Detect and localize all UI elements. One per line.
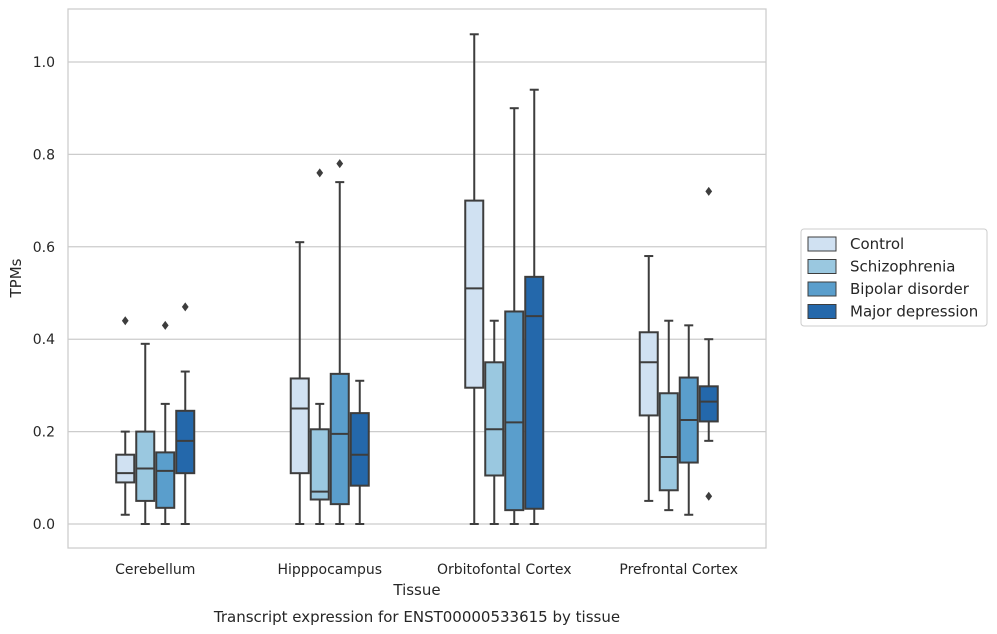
y-tick-label: 0.0 <box>33 517 55 533</box>
legend: Control Schizophrenia Bipolar disorder Majo… <box>800 228 988 327</box>
legend-frame <box>800 228 988 327</box>
box-body <box>155 451 176 509</box>
box-control <box>115 316 136 516</box>
box-major-depression <box>175 302 196 525</box>
legend-label: Bipolar disorder <box>850 280 970 298</box>
box-major-depression <box>349 379 370 525</box>
x-tick-label: Prefrontal Cortex <box>619 562 738 578</box>
box-schizophrenia <box>658 319 679 512</box>
outlier-point <box>181 302 189 312</box>
x-tick-label: Orbitofontal Cortex <box>437 562 572 578</box>
box-series <box>115 33 719 525</box>
x-axis-ticks: Cerebellum Hipppocampus Orbitofontal Corte… <box>115 562 738 578</box>
outlier-point <box>316 168 324 178</box>
box-control <box>638 255 659 502</box>
box-body <box>658 392 679 492</box>
box-schizophrenia <box>484 319 505 525</box>
box-bipolar-disorder <box>155 320 176 525</box>
box-body <box>329 372 350 506</box>
x-tick-label: Hipppocampus <box>277 562 382 578</box>
legend-swatch <box>807 236 837 252</box>
box-body <box>289 377 310 475</box>
outlier-point <box>705 186 713 196</box>
outlier-point <box>121 316 129 326</box>
box-body <box>115 453 136 484</box>
plot-frame <box>67 8 767 549</box>
box-control <box>464 33 485 525</box>
box-bipolar-disorder <box>678 324 699 516</box>
box-control <box>289 241 310 525</box>
box-body <box>638 331 659 417</box>
box-body <box>484 361 505 477</box>
chart-caption: Transcript expression for ENST0000053361… <box>213 608 620 626</box>
box-body <box>524 275 545 510</box>
box-major-depression <box>524 88 545 525</box>
x-tick-label: Cerebellum <box>115 562 195 578</box>
box-major-depression <box>698 186 719 501</box>
box-body <box>135 430 156 502</box>
box-schizophrenia <box>135 342 156 525</box>
legend-swatch <box>807 281 837 297</box>
legend-label: Major depression <box>850 303 978 321</box>
legend-label: Control <box>850 235 904 253</box>
box-body <box>349 412 370 487</box>
outlier-point <box>705 491 713 501</box>
outlier-point <box>161 320 169 330</box>
box-body <box>175 409 196 475</box>
box-body <box>464 199 485 389</box>
x-axis-label: Tissue <box>392 581 440 599</box>
box-body <box>698 385 719 423</box>
y-tick-label: 0.4 <box>33 332 55 348</box>
legend-swatch <box>807 304 837 319</box>
outlier-point <box>336 159 344 169</box>
box-bipolar-disorder <box>329 159 350 525</box>
legend-swatch <box>807 259 837 274</box>
y-tick-label: 1.0 <box>33 55 55 71</box>
box-body <box>309 428 330 501</box>
box-schizophrenia <box>309 168 330 525</box>
y-axis-ticks: 0.0 0.2 0.4 0.6 0.8 1.0 <box>33 55 55 533</box>
y-tick-label: 0.6 <box>33 240 55 256</box>
legend-items: Control Schizophrenia Bipolar disorder Majo… <box>807 235 978 321</box>
y-axis-label: TPMs <box>7 258 25 298</box>
y-tick-label: 0.8 <box>33 147 55 163</box>
legend-label: Schizophrenia <box>850 258 955 276</box>
y-tick-label: 0.2 <box>33 425 55 441</box>
box-bipolar-disorder <box>504 107 525 525</box>
box-body <box>504 310 525 512</box>
